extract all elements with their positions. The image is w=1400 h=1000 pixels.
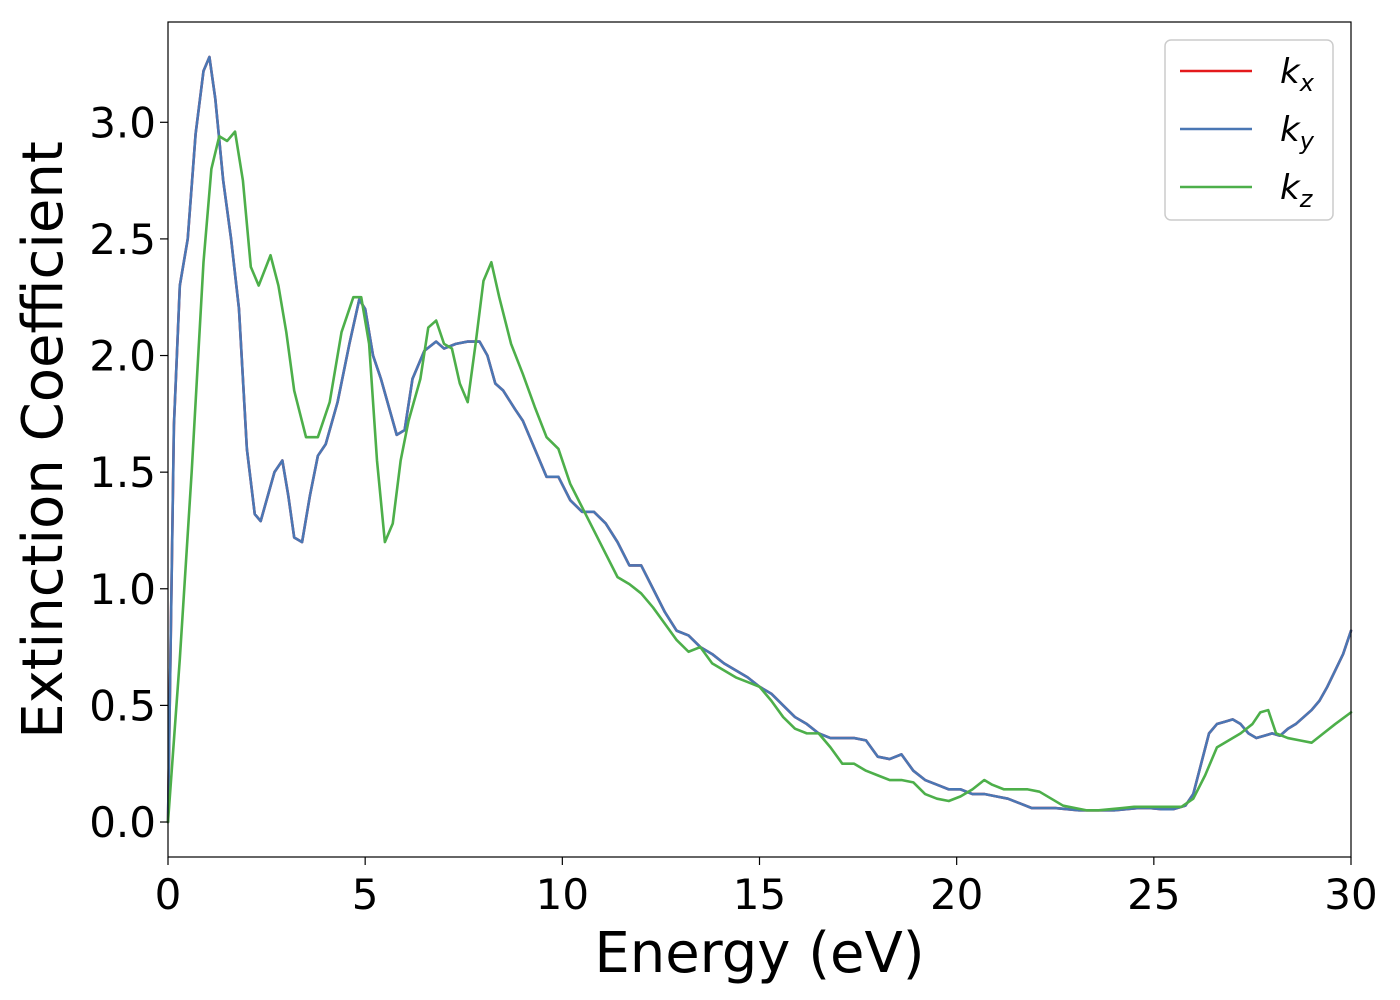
- y-tick-label: 3.0: [89, 98, 156, 147]
- x-tick-label: 0: [155, 870, 182, 919]
- x-tick-label: 25: [1127, 870, 1180, 919]
- y-tick-label: 0.5: [89, 681, 156, 730]
- y-axis-label: Extinction Coefficient: [11, 141, 76, 739]
- legend: kx ky kz: [1164, 39, 1334, 221]
- x-axis-label: Energy (eV): [594, 921, 924, 986]
- x-tick-label: 30: [1324, 870, 1377, 919]
- legend-label-ky: ky: [1280, 110, 1315, 155]
- y-tick-label: 0.0: [89, 798, 156, 847]
- series-line-kz: [166, 130, 1353, 824]
- x-tick-label: 10: [536, 870, 589, 919]
- legend-label-kx: kx: [1280, 52, 1315, 97]
- y-tick-label: 2.0: [89, 332, 156, 381]
- legend-label-kz: kz: [1280, 168, 1314, 213]
- x-tick-label: 5: [352, 870, 379, 919]
- y-tick-label: 2.5: [89, 215, 156, 264]
- y-ticks: 0.0 0.5 1.0 1.5 2.0 2.5 3.0: [89, 98, 168, 847]
- series-group: [166, 55, 1353, 824]
- x-ticks: 0 5 10 15 20 25 30: [155, 857, 1378, 919]
- x-tick-label: 20: [930, 870, 983, 919]
- series-line-ky: [166, 55, 1353, 824]
- y-tick-label: 1.5: [89, 448, 156, 497]
- y-tick-label: 1.0: [89, 565, 156, 614]
- x-tick-label: 15: [733, 870, 786, 919]
